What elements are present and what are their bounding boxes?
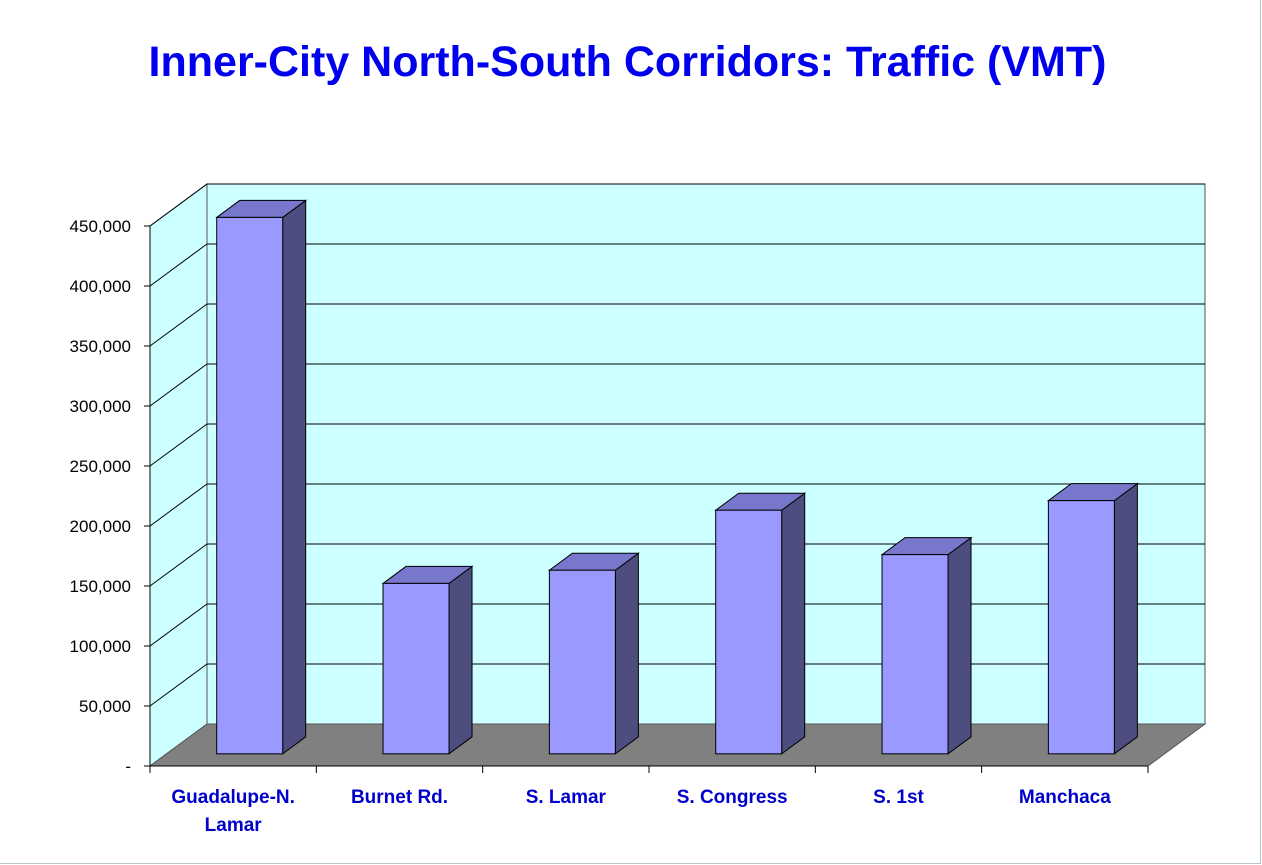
gridline-side [149,363,208,407]
axes [144,225,1149,773]
y-tick-label: 150,000 [70,577,131,596]
gridline-side [149,243,208,287]
bar-front [715,509,783,755]
chart-floor [148,723,1207,767]
gridline-side [149,423,208,467]
x-category-label: Lamar [205,815,263,836]
bar-front [881,554,949,755]
bar [714,492,807,755]
bar [381,565,474,755]
y-tick-label: 450,000 [70,217,131,236]
bar-side [282,199,307,755]
x-category-label: S. Congress [677,787,788,808]
gridline-side [149,663,208,707]
bar [215,199,308,755]
bar-front [548,569,616,755]
gridline-side [149,603,208,647]
x-category-label: Burnet Rd. [351,787,448,808]
bar-front [382,582,450,755]
gridline-side [149,303,208,347]
y-tick-label: 100,000 [70,637,131,656]
bar [880,536,973,755]
bar-front [1047,500,1115,755]
side-wall [149,183,208,767]
bar-side [614,552,639,755]
bar-side [1113,482,1138,755]
x-category-label: Guadalupe-N. [171,787,295,808]
floor-plane [148,723,1207,767]
bar [1046,482,1139,755]
x-axis-category-labels: Guadalupe-N. Lamar Burnet Rd. S. Lamar S. Co… [171,787,1111,836]
bar [547,552,640,755]
y-tick-label: 400,000 [70,277,131,296]
chart-walls [149,183,1206,767]
y-tick-label: 250,000 [70,457,131,476]
x-category-label: S. Lamar [526,787,607,808]
y-tick-label: 50,000 [79,697,131,716]
bar-side [781,492,806,755]
chart-title: Inner-City North-South Corridors: Traffi… [148,38,1107,86]
y-axis-tick-labels: - 50,000 100,000 150,000 200,000 250,000 300,0… [70,217,131,776]
bar-front [216,216,284,755]
gridline-side [149,543,208,587]
y-tick-label: - [125,757,131,776]
y-tick-label: 350,000 [70,337,131,356]
bar-side [947,536,972,755]
bars [215,199,1139,755]
gridline-side [149,183,208,227]
gridlines [149,183,1205,707]
y-tick-label: 300,000 [70,397,131,416]
x-category-label: S. 1st [873,787,924,808]
bar-side [448,565,473,755]
gridline-side [149,483,208,527]
y-tick-label: 200,000 [70,517,131,536]
x-category-label: Manchaca [1019,787,1111,808]
